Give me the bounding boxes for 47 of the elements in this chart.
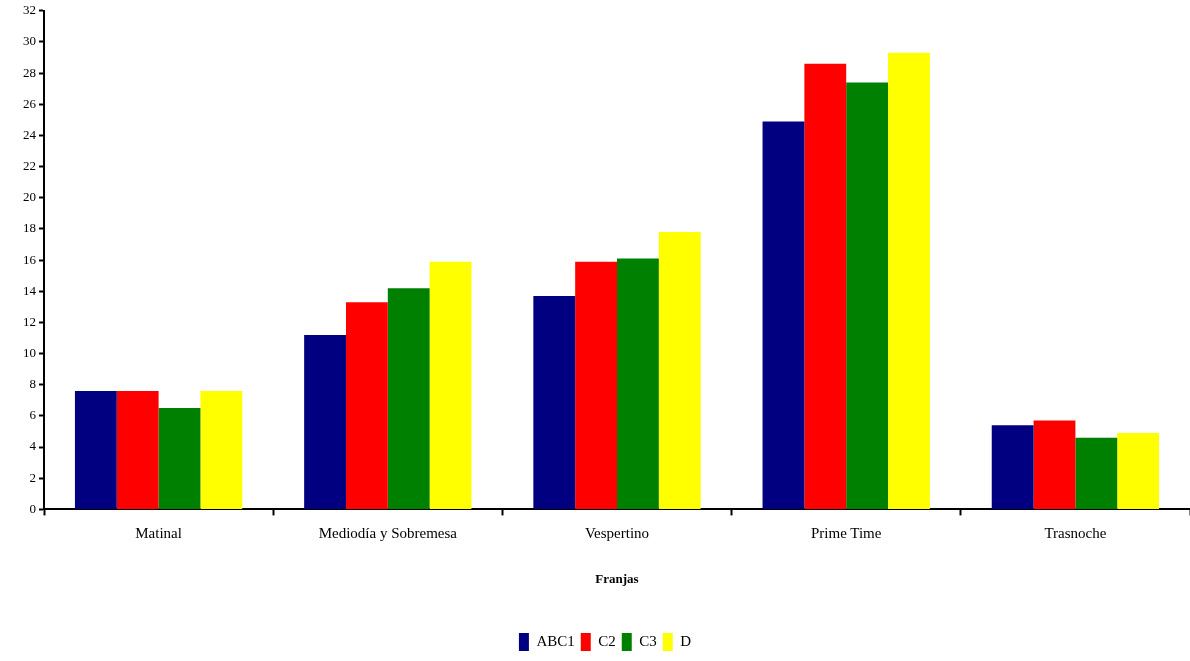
y-tick-label: 22: [23, 158, 36, 174]
y-tick-label: 2: [29, 469, 36, 485]
bar: [74, 390, 117, 509]
y-tick-label: 14: [23, 282, 37, 298]
y-tick-label: 30: [23, 33, 36, 49]
y-tick-label: 24: [23, 126, 37, 142]
x-tick-label: Prime Time: [810, 525, 882, 542]
bar: [387, 288, 430, 509]
bar: [575, 261, 617, 509]
x-tick-label: Vespertino: [584, 525, 650, 542]
legend-label: ABC1: [536, 632, 575, 649]
bar: [991, 425, 1034, 509]
bar: [846, 82, 889, 509]
y-tick-label: 6: [29, 407, 37, 423]
x-tick-label: Trasnoche: [1044, 525, 1107, 542]
y-tick-label: 10: [23, 345, 36, 361]
bar: [804, 63, 847, 509]
bar: [1075, 437, 1118, 509]
bar: [533, 295, 576, 509]
y-tick-label: 4: [29, 438, 37, 454]
y-tick-label: 0: [29, 500, 36, 516]
y-tick-label: 28: [23, 64, 36, 80]
bar: [429, 261, 472, 509]
bar: [762, 121, 805, 509]
y-tick-label: 8: [29, 376, 36, 392]
y-tick-label: 20: [23, 189, 36, 205]
legend-label: C2: [598, 632, 616, 649]
legend-label: D: [680, 632, 692, 649]
bar: [158, 408, 201, 509]
y-tick-label: 18: [23, 220, 36, 236]
y-tick-label: 32: [23, 2, 36, 18]
bar: [888, 52, 930, 509]
bar: [1033, 420, 1076, 509]
y-tick-label: 26: [23, 95, 37, 111]
bar: [304, 334, 346, 509]
y-tick-label: 16: [23, 251, 37, 267]
y-tick-label: 12: [23, 313, 36, 329]
x-axis-title: Franjas: [595, 570, 639, 586]
x-tick-label: Matinal: [135, 525, 182, 542]
bar: [116, 390, 159, 509]
bar: [617, 258, 659, 509]
bar: [658, 232, 701, 509]
x-tick-label: Mediodía y Sobremesa: [318, 525, 458, 542]
legend-label: C3: [639, 632, 657, 649]
bar: [345, 302, 388, 509]
bar: [200, 390, 243, 509]
bar: [1117, 433, 1160, 509]
